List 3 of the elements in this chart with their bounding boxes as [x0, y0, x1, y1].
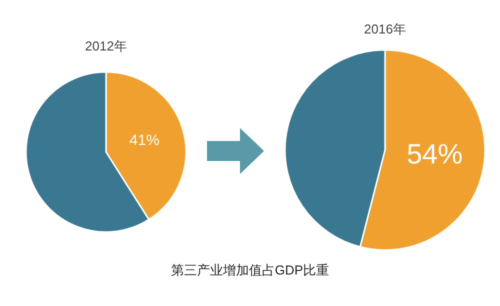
annotation: 第三产业增加值占GDP比重 [170, 262, 330, 278]
title: 2012年 [85, 38, 127, 54]
title: 2016年 [364, 21, 406, 36]
